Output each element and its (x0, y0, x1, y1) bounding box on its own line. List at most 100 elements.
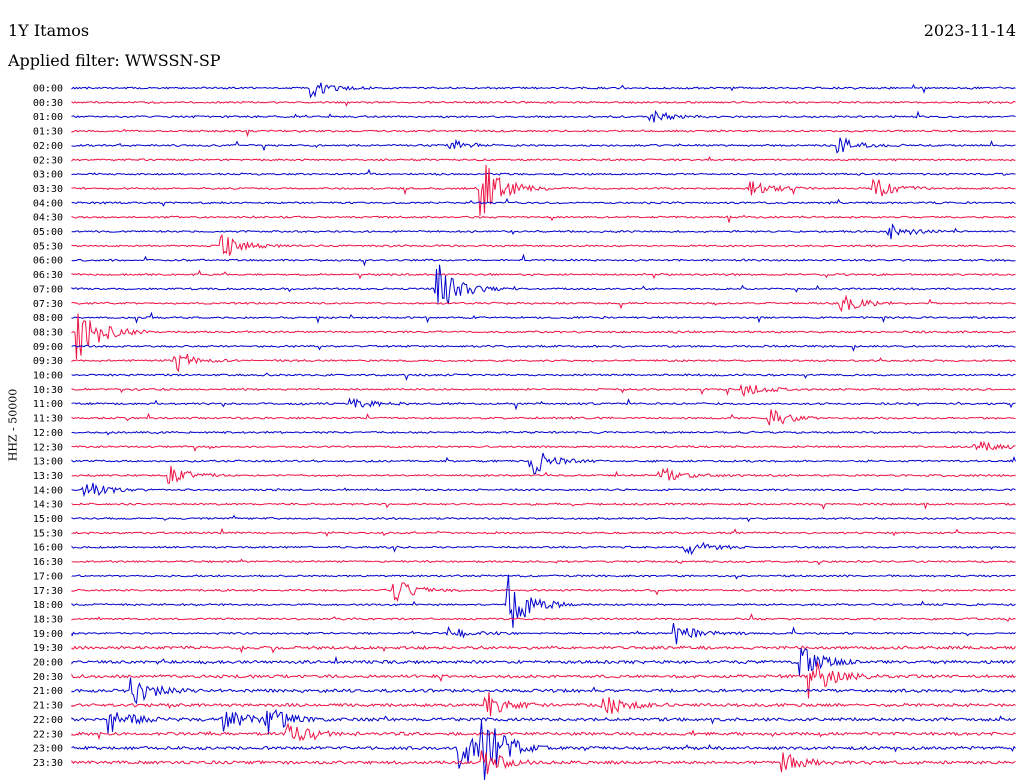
row-time-label: 13:00 (33, 457, 63, 468)
trace-line (71, 692, 1016, 717)
row-time-label: 01:00 (33, 112, 63, 123)
row-time-label: 06:00 (33, 256, 63, 267)
row-time-label: 22:30 (33, 729, 63, 740)
trace-line (71, 156, 1016, 162)
trace-line (71, 214, 1016, 223)
trace-line (71, 622, 1016, 645)
trace-line (71, 223, 1016, 240)
row-time-label: 17:30 (33, 586, 63, 597)
row-time-label: 01:30 (33, 127, 63, 138)
row-time-label: 00:00 (33, 84, 63, 95)
row-time-label: 09:00 (33, 342, 63, 353)
row-time-label: 11:00 (33, 399, 63, 410)
trace-line (71, 233, 1016, 256)
row-time-label: 19:00 (33, 629, 63, 640)
row-time-label: 16:00 (33, 543, 63, 554)
trace-line (71, 558, 1016, 566)
row-time-label: 08:30 (33, 327, 63, 338)
trace-line (71, 168, 1016, 176)
row-time-label: 20:00 (33, 658, 63, 669)
filter-label: Applied filter: WWSSN-SP (8, 51, 221, 70)
trace-line (71, 612, 1016, 622)
trace-line (71, 311, 1016, 324)
trace-line (71, 527, 1016, 538)
trace-line (71, 677, 1016, 705)
row-time-label: 18:00 (33, 600, 63, 611)
row-time-label: 08:00 (33, 313, 63, 324)
row-time-label: 19:30 (33, 643, 63, 654)
trace-line (71, 294, 1016, 313)
trace-line (71, 409, 1016, 426)
trace-line (71, 465, 1016, 484)
row-time-label: 23:00 (33, 744, 63, 755)
trace-line (71, 482, 1016, 498)
trace-line (71, 128, 1016, 138)
trace-line (71, 662, 1016, 699)
trace-line (71, 644, 1016, 654)
trace-line (71, 440, 1016, 452)
row-time-label: 03:30 (33, 184, 63, 195)
trace-line (71, 514, 1016, 523)
row-time-label: 23:30 (33, 758, 63, 769)
row-time-label: 04:00 (33, 198, 63, 209)
trace-line (71, 750, 1016, 775)
trace-line (71, 353, 1016, 373)
row-time-label: 10:30 (33, 385, 63, 396)
row-time-label: 14:00 (33, 485, 63, 496)
row-time-label: 16:30 (33, 557, 63, 568)
row-time-label: 07:00 (33, 284, 63, 295)
record-date: 2023-11-14 (923, 21, 1016, 40)
trace-line (71, 722, 1016, 742)
row-time-label: 20:30 (33, 672, 63, 683)
row-time-label: 21:00 (33, 686, 63, 697)
trace-line (71, 264, 1016, 305)
row-time-label: 11:30 (33, 414, 63, 425)
row-time-label: 07:30 (33, 299, 63, 310)
trace-line (71, 344, 1016, 352)
row-time-label: 15:30 (33, 528, 63, 539)
row-time-label: 13:30 (33, 471, 63, 482)
trace-line (71, 452, 1016, 475)
row-time-label: 00:30 (33, 98, 63, 109)
trace-line (71, 582, 1016, 602)
trace-line (71, 708, 1016, 735)
row-time-label: 05:00 (33, 227, 63, 238)
row-time-label: 03:00 (33, 170, 63, 181)
trace-line (71, 313, 1016, 359)
trace-line (71, 541, 1016, 556)
trace-line (71, 502, 1016, 511)
row-time-label: 12:30 (33, 442, 63, 453)
trace-line (71, 110, 1016, 123)
row-time-label: 22:00 (33, 715, 63, 726)
trace-line (71, 383, 1016, 398)
row-time-label: 02:30 (33, 155, 63, 166)
trace-line (71, 574, 1016, 580)
trace-line (71, 397, 1016, 411)
trace-line (71, 197, 1016, 208)
station-title: 1Y Itamos (8, 21, 90, 40)
trace-line (71, 372, 1016, 381)
trace-line (71, 164, 1016, 216)
trace-line (71, 430, 1016, 436)
row-time-label: 15:00 (33, 514, 63, 525)
row-time-label: 06:30 (33, 270, 63, 281)
row-time-label: 02:00 (33, 141, 63, 152)
row-time-label: 05:30 (33, 241, 63, 252)
trace-line (71, 100, 1016, 107)
trace-line (71, 137, 1016, 154)
trace-line (71, 574, 1016, 628)
trace-line (71, 82, 1016, 99)
row-time-label: 18:30 (33, 614, 63, 625)
row-time-label: 10:00 (33, 371, 63, 382)
row-time-label: 12:00 (33, 428, 63, 439)
row-time-label: 21:30 (33, 701, 63, 712)
row-time-label: 14:30 (33, 500, 63, 511)
trace-line (71, 720, 1016, 780)
row-time-label: 04:30 (33, 213, 63, 224)
trace-line (71, 253, 1016, 267)
trace-line (71, 269, 1016, 280)
row-time-label: 09:30 (33, 356, 63, 367)
row-time-label: 17:00 (33, 571, 63, 582)
trace-line (71, 647, 1016, 676)
